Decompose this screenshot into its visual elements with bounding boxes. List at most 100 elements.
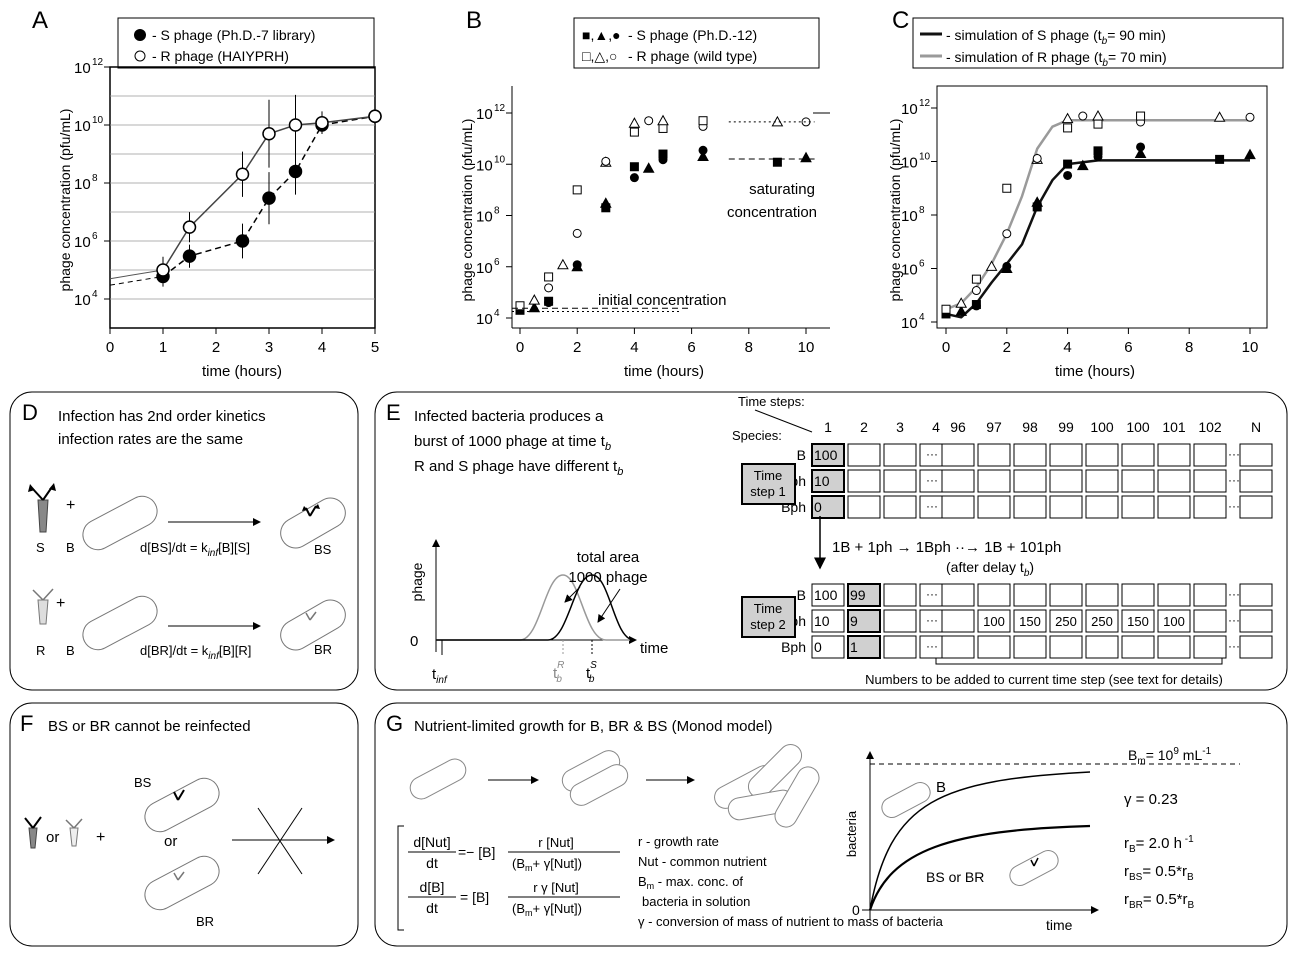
cell-value: 100 bbox=[983, 614, 1005, 629]
ellipsis: ··· bbox=[1228, 587, 1240, 601]
g-def-gamma: γ - conversion of mass of nutrient to ma… bbox=[638, 914, 944, 929]
e-footnote: Numbers to be added to current time step… bbox=[865, 672, 1223, 687]
table-cell bbox=[1157, 443, 1191, 467]
g-eq1-lhs-num: d[Nut] bbox=[413, 834, 450, 850]
table-cell bbox=[1013, 635, 1047, 659]
point-s bbox=[1002, 261, 1012, 271]
table-cell bbox=[811, 609, 845, 633]
panel-f-bs: BS bbox=[134, 775, 152, 790]
f-bacterium-bs bbox=[144, 777, 220, 833]
panel-a: A - S phage (Ph.D.-7 library) - R phage … bbox=[32, 7, 382, 380]
g-eq2-mid: = [B] bbox=[460, 889, 489, 905]
panel-g-frame bbox=[374, 702, 1288, 947]
panel-a-series bbox=[109, 94, 382, 287]
point-r bbox=[644, 116, 654, 126]
point-s bbox=[1136, 142, 1146, 152]
ytick-label: 10 bbox=[74, 234, 91, 251]
g-bacterium-3b bbox=[747, 743, 803, 799]
point-r bbox=[1136, 111, 1146, 121]
table-cell bbox=[883, 495, 917, 519]
g-eq2-num: r γ [Nut] bbox=[533, 880, 579, 895]
table-cell-n bbox=[1239, 443, 1273, 467]
table-cell bbox=[1121, 443, 1155, 467]
cell-value: 100 bbox=[814, 587, 838, 603]
panel-a-legend-s: - S phage (Ph.D.-7 library) bbox=[152, 27, 315, 43]
panel-a-grid bbox=[110, 95, 375, 300]
g-def-r: r - growth rate bbox=[638, 834, 719, 849]
table-cell bbox=[1085, 609, 1119, 633]
panel-c-plot-frame bbox=[936, 85, 1268, 329]
col-header: 96 bbox=[950, 419, 966, 435]
point-r bbox=[572, 228, 582, 238]
point-r bbox=[262, 126, 276, 141]
g-plot-bacterium-bs bbox=[1009, 849, 1059, 887]
e-plot-zero: 0 bbox=[410, 633, 418, 650]
point-s bbox=[772, 157, 782, 167]
g-eq1-den: (Bm+ γ[Nut]) bbox=[512, 856, 582, 873]
point-r bbox=[955, 297, 968, 308]
table-cell bbox=[811, 469, 845, 493]
table-cell bbox=[847, 609, 881, 633]
panel-f-or-1: or bbox=[46, 829, 59, 846]
panel-f-or-2: or bbox=[164, 833, 177, 850]
panel-f: F BS or BR cannot be reinfected or + BS … bbox=[9, 702, 359, 947]
e-plot-ylabel: phage bbox=[409, 562, 425, 601]
table-cell bbox=[847, 635, 881, 659]
panel-f-br: BR bbox=[196, 914, 214, 929]
r-phage-icon bbox=[32, 588, 54, 625]
g-curve-b bbox=[869, 771, 1091, 911]
xtick-label: 1 bbox=[159, 339, 167, 356]
sim-r-curve bbox=[945, 118, 1250, 311]
point-r bbox=[182, 220, 197, 234]
ytick-exp: 4 bbox=[92, 289, 98, 300]
table-cell bbox=[1085, 583, 1119, 607]
panel-a-ylabel: phage concentration (pfu/mL) bbox=[57, 109, 73, 292]
panel-d-s: S bbox=[36, 540, 45, 555]
row-label: B bbox=[797, 587, 806, 603]
ytick-label: 10 bbox=[74, 292, 91, 309]
cell-value: 0 bbox=[814, 499, 822, 515]
g-param-rbs: rBS= 0.5*rB bbox=[1124, 863, 1194, 883]
ytick-exp: 4 bbox=[494, 308, 500, 319]
f-bacterium-br bbox=[144, 855, 220, 911]
ytick-label: 10 bbox=[476, 260, 493, 277]
xtick-label: 5 bbox=[371, 339, 379, 356]
xtick-label: 2 bbox=[1003, 339, 1011, 356]
panel-a-letter: A bbox=[32, 7, 48, 34]
point-r bbox=[1245, 112, 1255, 122]
point-r bbox=[601, 156, 611, 166]
g-param-rb: rB= 2.0 h -1 bbox=[1124, 834, 1194, 855]
panel-d-b-2: B bbox=[66, 643, 75, 658]
burst-curve-r bbox=[436, 574, 630, 641]
table-cell bbox=[1121, 635, 1155, 659]
table-cell bbox=[1049, 635, 1083, 659]
point-s bbox=[1063, 170, 1073, 180]
g-def-bm: Bm - max. conc. of bbox=[638, 874, 743, 891]
panel-b-annot-initial: initial concentration bbox=[598, 292, 726, 309]
g-plot-bacterium-b bbox=[881, 781, 931, 819]
panel-d-eq1: d[BS]/dt = kinf[B][S] bbox=[140, 540, 250, 559]
table-cell bbox=[941, 635, 975, 659]
e-arrow-area-s bbox=[597, 588, 621, 623]
point-s bbox=[955, 305, 968, 316]
point-r bbox=[1002, 229, 1012, 239]
point-s bbox=[528, 301, 541, 313]
table-cell bbox=[811, 635, 845, 659]
table-cell bbox=[1193, 443, 1227, 467]
col-header: 101 bbox=[1162, 419, 1186, 435]
point-s bbox=[544, 296, 554, 306]
ts2-box bbox=[741, 596, 796, 638]
g-plot-ylabel: bacteria bbox=[844, 810, 859, 857]
ellipsis: ··· bbox=[1228, 613, 1240, 627]
panel-e-text-2: burst of 1000 phage at time tb bbox=[414, 433, 611, 453]
panel-b-series bbox=[512, 114, 815, 315]
ytick-label: 10 bbox=[476, 157, 493, 174]
point-s bbox=[1134, 147, 1147, 158]
e-arrow-area-r bbox=[564, 586, 581, 603]
table-cell-n bbox=[1239, 635, 1273, 659]
col-header: 4 bbox=[932, 419, 940, 435]
panel-b-legend-s-markers: ■,▲,● bbox=[582, 27, 621, 43]
panel-b-legend-s: - S phage (Ph.D.-12) bbox=[628, 27, 757, 43]
ts1-label-2: step 1 bbox=[750, 484, 785, 499]
point-r bbox=[572, 185, 582, 195]
